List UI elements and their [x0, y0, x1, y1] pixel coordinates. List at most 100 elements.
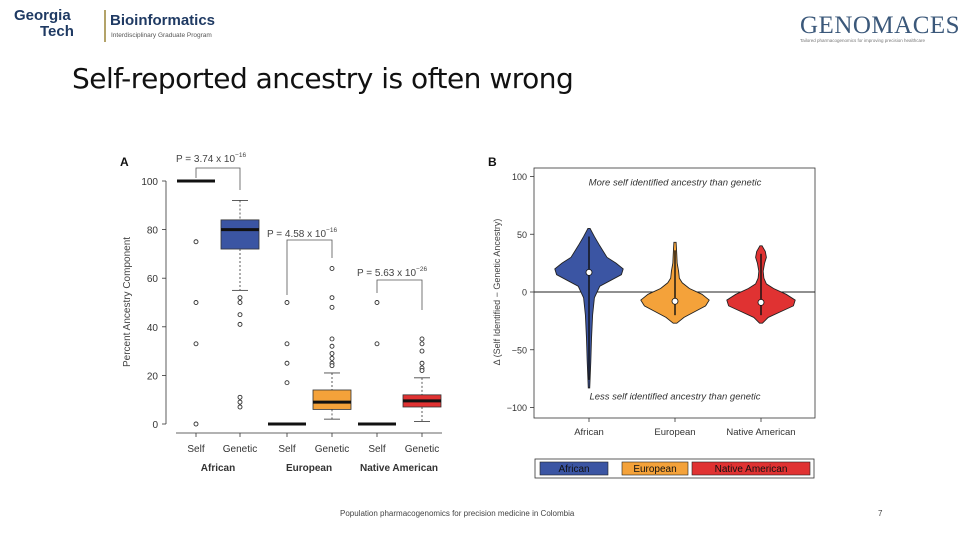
box-outlier-point — [329, 266, 335, 271]
box-outlier-point — [419, 348, 425, 354]
significance-bracket: P = 3.74 x 10−16 — [176, 152, 246, 190]
box-body — [220, 219, 260, 250]
y-tick-label: 0 — [522, 288, 527, 298]
panel-a-ylabel: Percent Ancestry Component — [122, 237, 133, 367]
program-title: Bioinformatics — [110, 12, 216, 29]
violin-european — [640, 241, 710, 324]
georgia-text: Georgia — [14, 7, 71, 24]
x-tick-label: Genetic — [223, 444, 257, 455]
x-tick-label: Genetic — [315, 444, 349, 455]
box-outlier-point — [284, 380, 290, 386]
y-tick-label: 40 — [147, 323, 159, 334]
y-tick-label: 100 — [141, 177, 158, 188]
panel-b-annotation-top: More self identified ancestry than genet… — [589, 178, 762, 189]
georgia-tech-wordmark: Georgia Tech — [14, 8, 74, 40]
panel-b-annotation-bottom: Less self identified ancestry than genet… — [589, 391, 760, 402]
box-outlier-point — [374, 341, 380, 347]
legend-swatch — [621, 461, 689, 476]
box-european-self — [268, 300, 306, 426]
box-outlier-point — [419, 341, 425, 347]
y-tick-label: −50 — [512, 345, 527, 355]
panel-a-boxes — [177, 179, 442, 427]
y-tick-label: 20 — [147, 371, 159, 382]
box-outlier-point — [329, 336, 335, 342]
panel-b-violins — [554, 228, 796, 389]
box-outlier-point — [237, 321, 243, 327]
genomaces-tagline: Tailored pharmacogenomics for improving … — [800, 38, 926, 43]
panel-b-ylabel: Δ (Self Identified − Genetic Ancestry) — [492, 219, 502, 366]
legend-label: African — [558, 464, 589, 475]
box-outlier-point — [329, 351, 335, 356]
box-outlier-point — [284, 341, 290, 347]
legend-item: African — [539, 461, 609, 476]
box-outlier-point — [374, 300, 380, 305]
box-outlier-point — [329, 355, 335, 361]
bracket-line — [376, 279, 423, 310]
y-tick-label: 80 — [147, 226, 159, 237]
slide-footer: Population pharmacogenomics for precisio… — [340, 509, 575, 518]
bracket-line — [286, 239, 333, 295]
panel-b-label: B — [488, 155, 497, 169]
significance-bracket: P = 4.58 x 10−16 — [267, 227, 337, 295]
violin-african — [554, 228, 624, 389]
p-value-label: P = 4.58 x 10−16 — [267, 227, 337, 240]
y-tick-label: 50 — [517, 230, 527, 240]
group-label: African — [201, 463, 235, 474]
box-outlier-point — [329, 304, 335, 310]
box-european-genetic — [312, 266, 352, 420]
box-outlier-point — [329, 343, 335, 349]
box-outlier-point — [193, 341, 199, 347]
bracket-line — [195, 167, 241, 190]
x-tick-label: Self — [278, 444, 295, 455]
y-tick-label: 100 — [512, 172, 527, 182]
box-native-american-genetic — [402, 336, 442, 422]
y-tick-label: 60 — [147, 274, 159, 285]
box-outlier-point — [237, 404, 243, 410]
box-outlier-point — [329, 295, 335, 301]
x-tick-label: Self — [187, 444, 204, 455]
genomaces-logo: GENOMACES Tailored pharmacogenomics for … — [800, 12, 960, 52]
box-outlier-point — [284, 300, 290, 305]
box-outlier-point — [193, 300, 199, 305]
box-outlier-point — [237, 295, 243, 301]
box-outlier-point — [419, 368, 425, 373]
box-outlier-point — [237, 312, 243, 318]
x-tick-label: Native American — [726, 427, 795, 438]
x-tick-label: Genetic — [405, 444, 439, 455]
legend-swatch — [691, 461, 811, 476]
panel-a-y-axis: 0 20 40 60 80 100 — [141, 177, 167, 431]
box-native-american-self — [358, 300, 396, 426]
slide-title: Self-reported ancestry is often wrong — [72, 62, 574, 95]
box-outlier-point — [419, 336, 425, 342]
box-outlier-point — [237, 394, 243, 400]
legend-item: Native American — [691, 461, 811, 476]
box-outlier-point — [237, 300, 243, 305]
legend-swatch — [539, 461, 609, 476]
p-value-label: P = 5.63 x 10−26 — [357, 266, 427, 279]
panel-b-plot-frame — [533, 167, 816, 419]
y-tick-label: 0 — [152, 420, 158, 431]
x-tick-label: African — [574, 427, 604, 438]
box-outlier-point — [193, 421, 199, 427]
x-tick-label: Self — [368, 444, 385, 455]
violin-median-point — [757, 298, 765, 306]
y-tick-label: −100 — [507, 403, 527, 413]
panel-b-x-labels: African European Native American — [574, 418, 796, 438]
box-outlier-point — [193, 239, 199, 245]
panel-a-label: A — [120, 155, 129, 169]
panel-a-x-labels: Self Genetic Self Genetic Self Genetic African… — [176, 432, 442, 474]
legend-item: European — [621, 461, 689, 476]
panel-b: B Δ (Self Identified − Genetic Ancestry)… — [488, 155, 816, 479]
box-outlier-point — [329, 363, 335, 369]
violin-native-american — [726, 245, 796, 324]
page-number: 7 — [878, 509, 883, 518]
panel-a: A Percent Ancestry Component 0 20 40 60 80 10… — [120, 152, 442, 474]
significance-bracket: P = 5.63 x 10−26 — [357, 266, 427, 310]
box-outlier-point — [237, 399, 243, 405]
program-subtitle: Interdisciplinary Graduate Program — [111, 32, 212, 39]
legend-label: Native American — [715, 464, 788, 475]
box-outlier-point — [419, 360, 425, 366]
panel-a-significance-brackets: P = 3.74 x 10−16 P = 4.58 x 10−16 P = 5.63… — [176, 152, 427, 310]
box-body — [312, 389, 352, 410]
